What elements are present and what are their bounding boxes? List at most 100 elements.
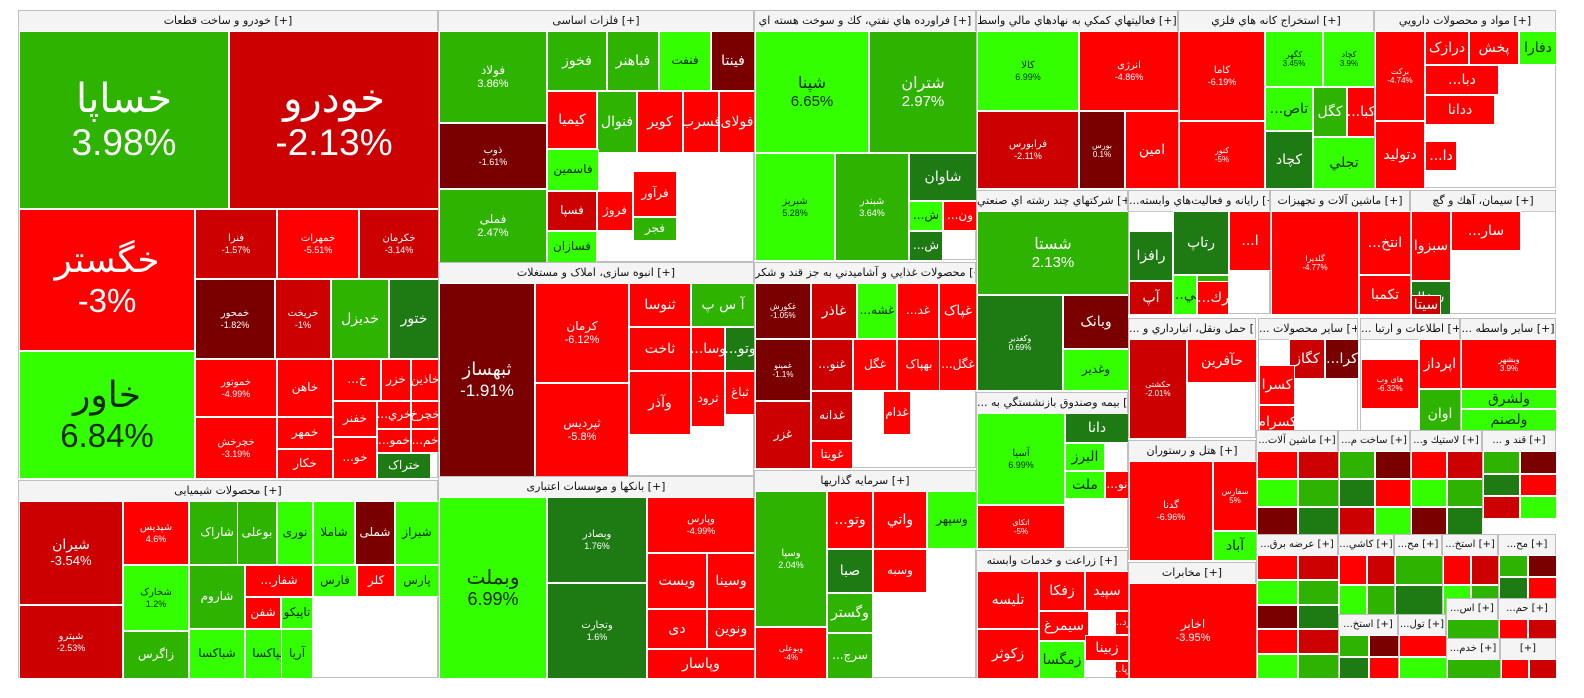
sector-title[interactable]: ...ساخت م [+] xyxy=(1339,431,1409,452)
treemap-tile[interactable]: فولاد 3.86% xyxy=(439,31,547,123)
treemap-tile[interactable]: وسپهر xyxy=(927,491,977,549)
treemap-tile[interactable]: وبصادر 1.76% xyxy=(547,497,647,583)
treemap-tile[interactable] xyxy=(1411,479,1447,507)
sector-title[interactable]: شركتهاي چند رشته اي صنعتي [+] xyxy=(977,191,1127,212)
treemap-tile[interactable]: پارس xyxy=(395,565,439,597)
sector-title[interactable]: ...كاشي [+] xyxy=(1339,535,1393,556)
treemap-tile[interactable]: ...خم xyxy=(411,429,439,453)
treemap-tile[interactable]: فسپا xyxy=(547,191,597,231)
treemap-tile[interactable] xyxy=(1298,555,1339,580)
sector-title[interactable]: ...مح [+] xyxy=(1395,535,1441,556)
treemap-tile[interactable]: آسیا 6.99% xyxy=(977,413,1065,505)
treemap-tile[interactable]: اپرداز xyxy=(1419,339,1461,389)
treemap-tile[interactable]: غاذر xyxy=(811,283,857,339)
treemap-tile[interactable]: وتجارت 1.6% xyxy=(547,583,647,679)
treemap-tile[interactable]: وپاسار xyxy=(647,649,755,679)
treemap-tile[interactable]: خاهن xyxy=(277,359,333,417)
treemap-tile[interactable]: صبا xyxy=(827,549,873,593)
treemap-tile[interactable]: ...ش xyxy=(909,231,943,261)
treemap-tile[interactable] xyxy=(1298,451,1339,479)
treemap-tile[interactable]: زاگرس xyxy=(123,631,189,679)
treemap-tile[interactable]: خدیزل xyxy=(331,279,389,359)
sector-title[interactable]: خودرو و ساخت قطعات [+] xyxy=(19,11,437,32)
treemap-tile[interactable] xyxy=(1339,657,1369,679)
treemap-tile[interactable]: دفارا xyxy=(1519,31,1557,65)
treemap-tile[interactable]: رتاپ xyxy=(1173,211,1229,275)
treemap-tile[interactable]: سیمرغ xyxy=(1039,611,1089,641)
sector-title[interactable]: ...استخ [+] xyxy=(1339,615,1397,636)
treemap-tile[interactable] xyxy=(1257,507,1298,535)
treemap-tile[interactable] xyxy=(1339,585,1367,615)
treemap-tile[interactable] xyxy=(1399,657,1447,679)
sector-title[interactable]: ...ماشين آلات [+] xyxy=(1257,431,1337,452)
sector-title[interactable]: ...لاستيك و [+] xyxy=(1411,431,1481,452)
treemap-tile[interactable]: واتي xyxy=(873,491,927,549)
treemap-tile[interactable] xyxy=(1369,635,1399,657)
treemap-tile[interactable] xyxy=(1447,507,1483,535)
sector-title[interactable]: ... حمل ونقل، انبارداري و [+] xyxy=(1129,319,1255,340)
treemap-tile[interactable]: تكمبا xyxy=(1359,275,1411,315)
treemap-tile[interactable] xyxy=(1499,619,1528,639)
treemap-tile[interactable]: ...زد xyxy=(1115,611,1129,635)
treemap-tile[interactable] xyxy=(1471,555,1499,585)
treemap-tile[interactable]: ...وتو xyxy=(725,327,755,371)
treemap-tile[interactable]: آ س پ xyxy=(691,283,755,327)
treemap-tile[interactable]: انرژی -4.86% xyxy=(1079,31,1179,111)
sector-title[interactable]: سيمان، آهك و گچ [+] xyxy=(1411,191,1555,212)
treemap-tile[interactable]: وبشهر 3.9% xyxy=(1461,339,1557,389)
treemap-tile[interactable]: ددانا xyxy=(1425,95,1495,125)
treemap-tile[interactable] xyxy=(1367,585,1395,615)
treemap-tile[interactable] xyxy=(1399,635,1447,657)
treemap-tile[interactable]: بورس 0.1% xyxy=(1079,111,1125,189)
treemap-tile[interactable] xyxy=(1298,579,1339,605)
treemap-tile[interactable]: کچاد 3.9% xyxy=(1323,31,1375,87)
treemap-tile[interactable]: شپدیس 4.6% xyxy=(123,501,189,565)
treemap-tile[interactable]: شفن xyxy=(245,597,281,629)
treemap-tile[interactable]: آباد xyxy=(1213,531,1257,561)
treemap-tile[interactable]: ...غگل xyxy=(939,339,977,391)
treemap-tile[interactable]: ...وتو xyxy=(827,491,873,549)
treemap-tile[interactable] xyxy=(1339,555,1367,585)
treemap-tile[interactable]: دتولید xyxy=(1375,121,1425,189)
treemap-tile[interactable]: خموتور -4.99% xyxy=(195,359,277,417)
treemap-tile[interactable]: شیراز xyxy=(395,501,439,565)
treemap-tile[interactable]: البرز xyxy=(1065,443,1105,471)
treemap-tile[interactable]: ثرود xyxy=(691,371,725,427)
treemap-tile[interactable]: کلر xyxy=(357,565,395,597)
treemap-tile[interactable]: شباکسا xyxy=(189,629,245,679)
treemap-tile[interactable]: دی xyxy=(647,609,707,649)
treemap-tile[interactable]: آپ xyxy=(1129,281,1173,315)
treemap-tile[interactable]: خگستر -3% xyxy=(19,209,195,351)
sector-title[interactable]: [+] xyxy=(1501,639,1555,660)
treemap-tile[interactable] xyxy=(1447,659,1501,679)
treemap-tile[interactable]: ثاخت xyxy=(629,327,691,371)
treemap-tile[interactable]: شاوان xyxy=(909,153,977,201)
treemap-tile[interactable]: گدنا -6.96% xyxy=(1129,461,1213,561)
treemap-tile[interactable] xyxy=(1411,451,1447,479)
treemap-tile[interactable]: ...رك xyxy=(1197,281,1229,315)
treemap-tile[interactable]: فنوال xyxy=(597,91,637,153)
treemap-tile[interactable]: ...سرچ xyxy=(827,633,873,679)
treemap-tile[interactable]: فرابورس -2.11% xyxy=(977,111,1079,189)
sector-title[interactable]: محصولات غذايي و آشاميدني به جز قند و شكر… xyxy=(755,263,975,284)
treemap-tile[interactable]: ...انتخ xyxy=(1359,211,1411,275)
treemap-tile[interactable] xyxy=(1395,555,1443,585)
sector-title[interactable]: ... ساير محصولات [+] xyxy=(1259,319,1357,340)
treemap-tile[interactable]: فارس xyxy=(313,565,357,597)
treemap-tile[interactable]: ...دبا xyxy=(1425,65,1499,95)
treemap-tile[interactable]: ...خمو xyxy=(377,429,411,453)
treemap-tile[interactable] xyxy=(1499,555,1528,577)
treemap-tile[interactable]: غدانه xyxy=(811,391,853,441)
treemap-tile[interactable]: تجلي xyxy=(1313,137,1375,189)
treemap-tile[interactable]: خودرو -2.13% xyxy=(229,31,439,209)
treemap-tile[interactable]: وگستر xyxy=(827,593,873,633)
sector-title[interactable]: فلزات اساسی [+] xyxy=(439,11,753,32)
treemap-tile[interactable]: شاروم xyxy=(189,565,245,629)
treemap-tile[interactable] xyxy=(1375,479,1411,507)
sector-title[interactable]: انبوه سازی، املاک و مستغلات [+] xyxy=(439,263,753,284)
treemap-tile[interactable]: ...دا xyxy=(1425,141,1457,171)
treemap-tile[interactable]: کنور -5% xyxy=(1179,121,1265,189)
treemap-tile[interactable]: ...زپا xyxy=(1115,661,1129,679)
treemap-tile[interactable] xyxy=(1501,659,1529,679)
treemap-tile[interactable] xyxy=(1483,473,1520,497)
